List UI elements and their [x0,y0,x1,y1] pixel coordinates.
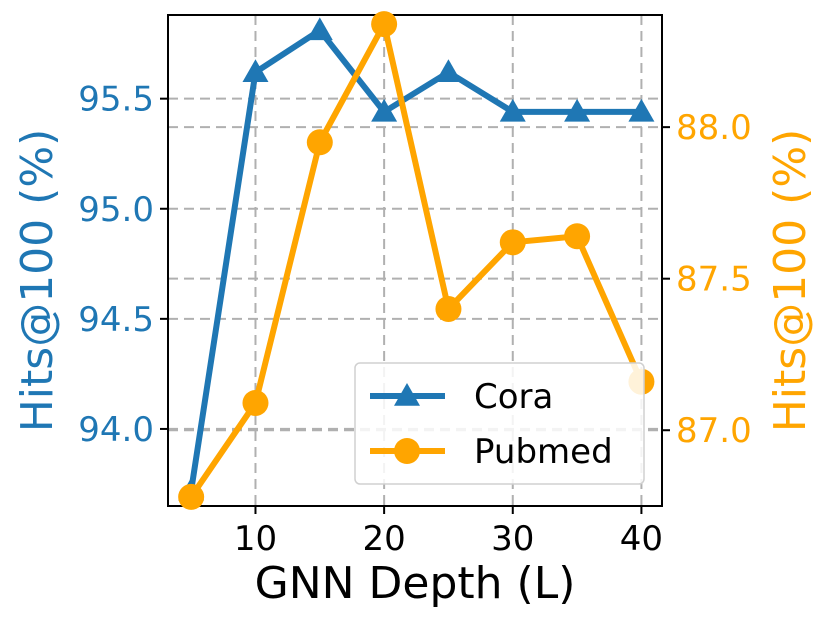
series-line-cora [188,27,642,492]
point-cora [628,98,655,122]
x-tick-label: 10 [234,519,277,559]
y-tick-label-right: 87.0 [676,411,752,451]
point-pubmed [242,389,269,416]
x-tick-label: 30 [491,519,534,559]
legend-marker-cora [394,383,420,406]
series-layer [178,11,655,510]
legend-label-pubmed: Pubmed [474,432,613,472]
point-cora [371,98,398,122]
legend-marker-pubmed [394,438,420,464]
point-pubmed [306,129,333,156]
point-pubmed [564,223,591,250]
legend-label-cora: Cora [474,377,553,417]
x-axis-label: GNN Depth (L) [255,558,576,609]
y-axis-label-right: Hits@100 (%) [765,129,816,433]
y-tick-label-right: 87.5 [676,260,752,300]
point-pubmed [435,295,462,322]
y-axis-label-left: Hits@100 (%) [12,129,63,433]
point-cora [564,98,591,122]
x-tick-label: 20 [362,519,405,559]
point-cora [306,17,333,41]
point-cora [499,98,526,122]
plot-frame [167,14,663,507]
y-tick-label-left: 95.5 [78,80,154,120]
y-tick-label-right: 88.0 [676,108,752,148]
point-pubmed [178,483,205,510]
point-pubmed [499,229,526,256]
tick-marks [160,97,670,514]
y-tick-label-left: 95.0 [78,190,154,230]
point-cora [242,59,269,82]
x-tick-label: 40 [620,519,663,559]
legend: Cora Pubmed [354,362,645,485]
point-cora [435,59,462,82]
point-pubmed [371,11,398,38]
y-tick-label-left: 94.5 [78,300,154,340]
y-tick-label-left: 94.0 [78,410,154,450]
